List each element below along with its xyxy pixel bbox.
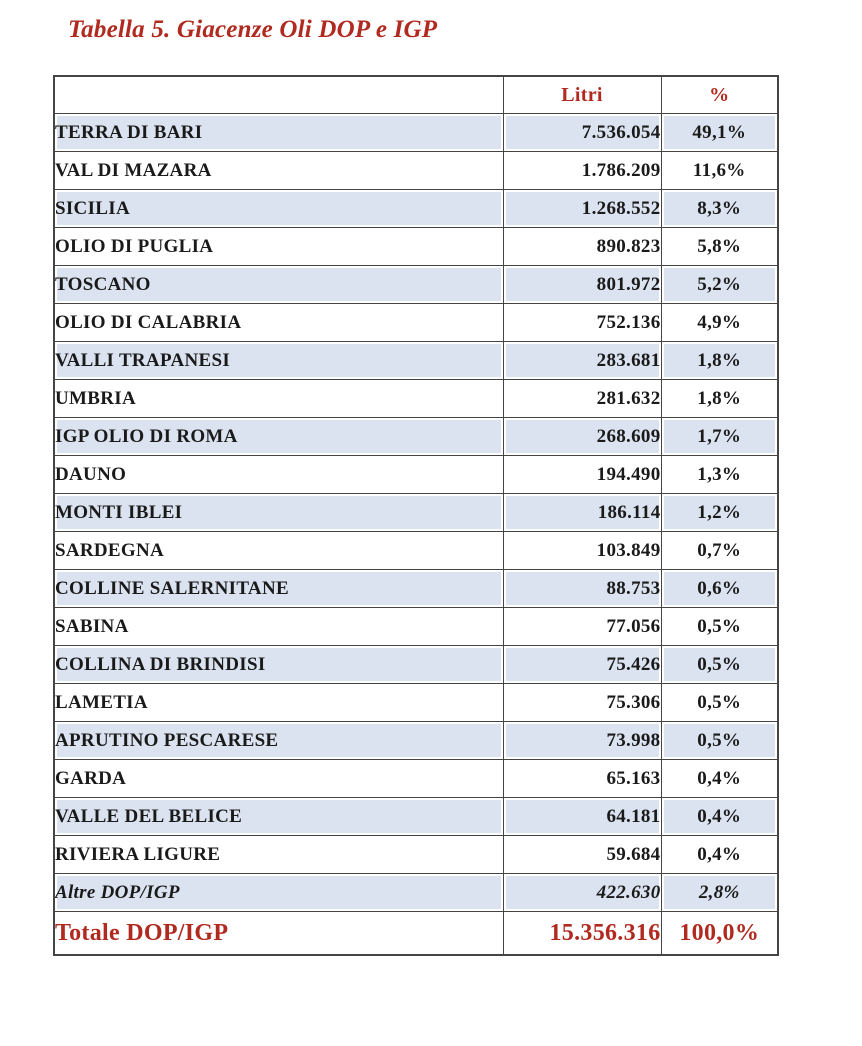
percent-value-cell: 4,9% <box>660 303 779 342</box>
litri-value-cell: 752.136 <box>502 303 662 342</box>
oil-name-cell: MONTI IBLEI <box>53 493 504 532</box>
litri-value-cell: 194.490 <box>502 455 662 494</box>
header-litri: Litri <box>502 75 662 114</box>
litri-value-cell: 890.823 <box>502 227 662 266</box>
table-row: SARDEGNA 103.849 0,7% <box>53 531 779 570</box>
litri-value-cell: 1.268.552 <box>502 189 662 228</box>
litri-value-cell: 75.426 <box>502 645 662 684</box>
percent-value-cell: 0,6% <box>660 569 779 608</box>
percent-value-cell: 0,4% <box>660 797 779 836</box>
header-percent: % <box>660 75 779 114</box>
oil-name-cell: RIVIERA LIGURE <box>53 835 504 874</box>
percent-value-cell: 0,4% <box>660 835 779 874</box>
oil-name-cell: APRUTINO PESCARESE <box>53 721 504 760</box>
litri-value-cell: 77.056 <box>502 607 662 646</box>
percent-value-cell: 5,8% <box>660 227 779 266</box>
header-empty-cell <box>53 75 504 114</box>
oil-name-cell: OLIO DI PUGLIA <box>53 227 504 266</box>
giacenze-oli-dop-igp-table: Litri % TERRA DI BARI 7.536.054 49,1% VAL D… <box>53 75 779 956</box>
litri-value-cell: 75.306 <box>502 683 662 722</box>
oil-name-cell: DAUNO <box>53 455 504 494</box>
table-row: GARDA 65.163 0,4% <box>53 759 779 798</box>
oil-name-cell: GARDA <box>53 759 504 798</box>
table-row: SICILIA 1.268.552 8,3% <box>53 189 779 228</box>
table-row: IGP OLIO DI ROMA 268.609 1,7% <box>53 417 779 456</box>
header-row: Litri % <box>53 75 779 114</box>
table-title: Tabella 5. Giacenze Oli DOP e IGP <box>68 16 438 43</box>
percent-value-cell: 0,5% <box>660 683 779 722</box>
percent-value-cell: 0,7% <box>660 531 779 570</box>
table-row: Altre DOP/IGP 422.630 2,8% <box>53 873 779 912</box>
table-row: APRUTINO PESCARESE 73.998 0,5% <box>53 721 779 760</box>
table-row: COLLINE SALERNITANE 88.753 0,6% <box>53 569 779 608</box>
table-row: SABINA 77.056 0,5% <box>53 607 779 646</box>
percent-value-cell: 1,2% <box>660 493 779 532</box>
litri-value-cell: 268.609 <box>502 417 662 456</box>
percent-value-cell: 8,3% <box>660 189 779 228</box>
oil-name-cell: VALLI TRAPANESI <box>53 341 504 380</box>
litri-value-cell: 281.632 <box>502 379 662 418</box>
litri-value-cell: 15.356.316 <box>502 911 662 956</box>
oil-name-cell: Altre DOP/IGP <box>53 873 504 912</box>
percent-value-cell: 0,5% <box>660 721 779 760</box>
percent-value-cell: 2,8% <box>660 873 779 912</box>
percent-value-cell: 1,3% <box>660 455 779 494</box>
percent-value-cell: 0,5% <box>660 645 779 684</box>
litri-value-cell: 801.972 <box>502 265 662 304</box>
percent-value-cell: 11,6% <box>660 151 779 190</box>
litri-value-cell: 88.753 <box>502 569 662 608</box>
litri-value-cell: 283.681 <box>502 341 662 380</box>
table-row: VAL DI MAZARA 1.786.209 11,6% <box>53 151 779 190</box>
litri-value-cell: 1.786.209 <box>502 151 662 190</box>
table-row: DAUNO 194.490 1,3% <box>53 455 779 494</box>
oil-name-cell: IGP OLIO DI ROMA <box>53 417 504 456</box>
oil-name-cell: LAMETIA <box>53 683 504 722</box>
oil-name-cell: COLLINA DI BRINDISI <box>53 645 504 684</box>
percent-value-cell: 1,8% <box>660 379 779 418</box>
oil-name-cell: VALLE DEL BELICE <box>53 797 504 836</box>
table-row: COLLINA DI BRINDISI 75.426 0,5% <box>53 645 779 684</box>
percent-value-cell: 5,2% <box>660 265 779 304</box>
oil-name-cell: SARDEGNA <box>53 531 504 570</box>
table-row: TERRA DI BARI 7.536.054 49,1% <box>53 113 779 152</box>
table-row: VALLI TRAPANESI 283.681 1,8% <box>53 341 779 380</box>
litri-value-cell: 64.181 <box>502 797 662 836</box>
oil-name-cell: Totale DOP/IGP <box>53 911 504 956</box>
litri-value-cell: 186.114 <box>502 493 662 532</box>
oil-name-cell: VAL DI MAZARA <box>53 151 504 190</box>
oil-name-cell: SABINA <box>53 607 504 646</box>
oil-name-cell: TOSCANO <box>53 265 504 304</box>
table-row: MONTI IBLEI 186.114 1,2% <box>53 493 779 532</box>
total-row: Totale DOP/IGP 15.356.316 100,0% <box>53 911 779 956</box>
percent-value-cell: 1,7% <box>660 417 779 456</box>
percent-value-cell: 0,5% <box>660 607 779 646</box>
percent-value-cell: 0,4% <box>660 759 779 798</box>
litri-value-cell: 7.536.054 <box>502 113 662 152</box>
percent-value-cell: 100,0% <box>660 911 779 956</box>
oil-name-cell: SICILIA <box>53 189 504 228</box>
oil-name-cell: COLLINE SALERNITANE <box>53 569 504 608</box>
oil-name-cell: OLIO DI CALABRIA <box>53 303 504 342</box>
table-row: LAMETIA 75.306 0,5% <box>53 683 779 722</box>
oil-name-cell: TERRA DI BARI <box>53 113 504 152</box>
litri-value-cell: 422.630 <box>502 873 662 912</box>
percent-value-cell: 1,8% <box>660 341 779 380</box>
litri-value-cell: 73.998 <box>502 721 662 760</box>
litri-value-cell: 65.163 <box>502 759 662 798</box>
table-row: OLIO DI PUGLIA 890.823 5,8% <box>53 227 779 266</box>
table-row: TOSCANO 801.972 5,2% <box>53 265 779 304</box>
oil-name-cell: UMBRIA <box>53 379 504 418</box>
table-row: VALLE DEL BELICE 64.181 0,4% <box>53 797 779 836</box>
table-row: OLIO DI CALABRIA 752.136 4,9% <box>53 303 779 342</box>
table-row: RIVIERA LIGURE 59.684 0,4% <box>53 835 779 874</box>
litri-value-cell: 103.849 <box>502 531 662 570</box>
percent-value-cell: 49,1% <box>660 113 779 152</box>
table-row: UMBRIA 281.632 1,8% <box>53 379 779 418</box>
litri-value-cell: 59.684 <box>502 835 662 874</box>
